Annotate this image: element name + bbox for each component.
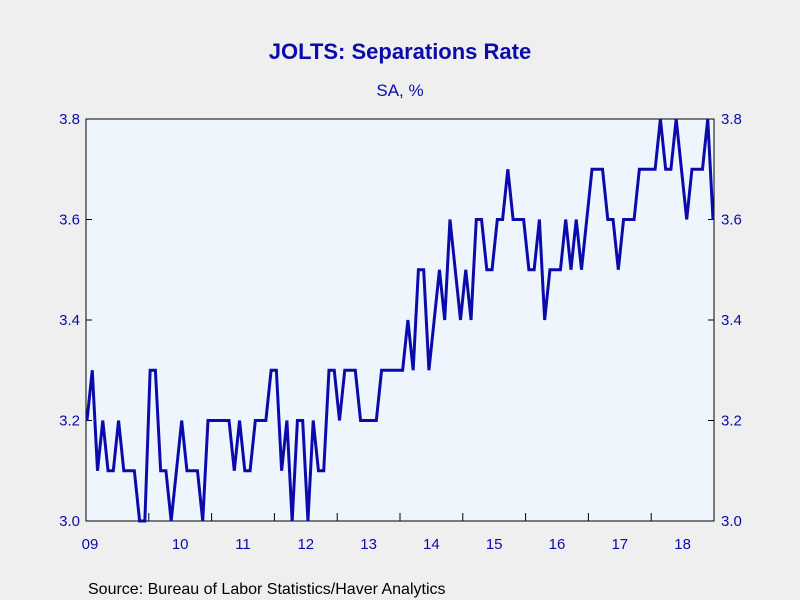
y-tick-label-left: 3.2 [59,413,80,430]
y-tick-label-right: 3.8 [721,111,742,128]
x-tick-label: 13 [360,536,377,553]
x-tick-label: 11 [235,536,251,553]
y-tick-label-left: 3.6 [59,212,80,229]
x-tick-label: 18 [674,536,691,553]
plot-area [85,118,715,522]
y-axis-right: 3.0 3.2 3.4 3.6 3.8 [708,111,742,530]
x-tick-label: 17 [611,536,628,553]
x-axis: 09 10 11 12 13 14 15 16 17 18 [82,513,691,553]
y-axis-left: 3.0 3.2 3.4 3.6 3.8 [59,111,92,530]
x-tick-label: 12 [297,536,314,553]
x-tick-label: 16 [549,536,566,553]
x-tick-label: 10 [172,536,189,553]
source-note: Source: Bureau of Labor Statistics/Haver… [88,581,446,598]
x-tick-label: 14 [423,536,440,553]
chart-title: JOLTS: Separations Rate [269,39,531,64]
y-tick-label-left: 3.4 [59,312,80,329]
y-tick-label-right: 3.2 [721,413,742,430]
x-tick-label: 15 [486,536,503,553]
y-tick-label-right: 3.4 [721,312,742,329]
y-tick-label-left: 3.8 [59,111,80,128]
y-tick-label-right: 3.6 [721,212,742,229]
x-tick-label: 09 [82,536,99,553]
chart-subtitle: SA, % [376,81,423,100]
series-line [85,118,715,523]
series-group [85,118,715,523]
y-tick-label-right: 3.0 [721,513,742,530]
y-tick-label-left: 3.0 [59,513,80,530]
